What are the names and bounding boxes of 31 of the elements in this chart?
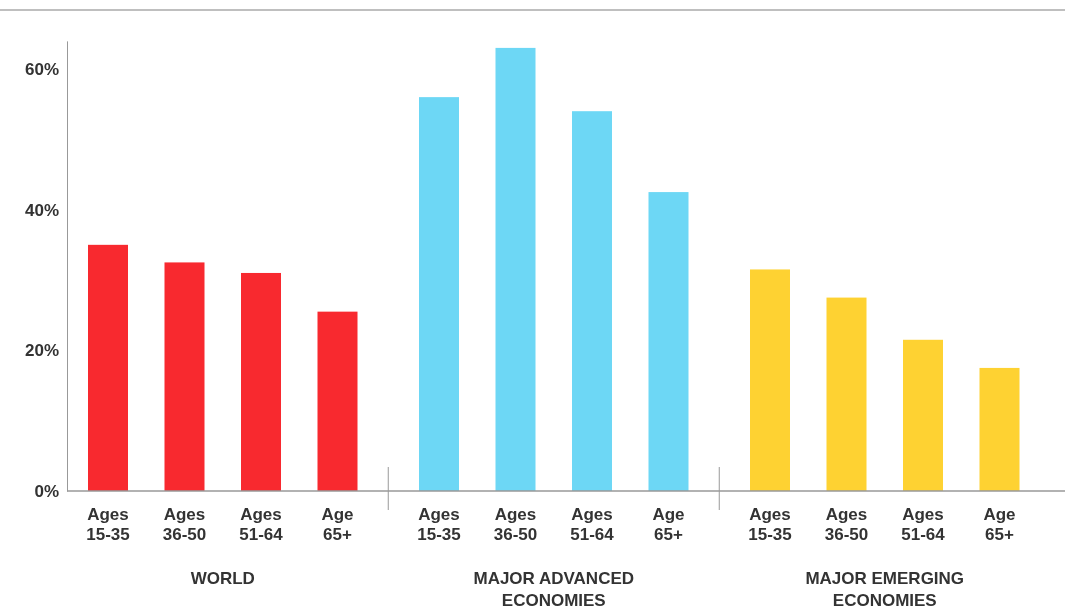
x-tick-label: Ages 51-64	[901, 505, 946, 545]
bar	[648, 192, 689, 491]
text: MAJOR EMERGING ECONOMIES	[805, 569, 965, 611]
x-tick-label: Age 65+	[652, 505, 685, 545]
y-tick-label: 0%	[34, 481, 59, 501]
x-tick-label: Age 65+	[321, 505, 354, 545]
bar	[241, 272, 281, 491]
y-tick-label: 20%	[24, 341, 59, 361]
bar	[826, 297, 867, 491]
bar	[572, 111, 612, 491]
x-tick-label: Ages 36-50	[493, 505, 538, 545]
bar	[88, 244, 128, 491]
bar	[903, 339, 943, 491]
x-tick-label: Ages 51-64	[570, 505, 615, 545]
bar	[495, 47, 536, 491]
bar	[164, 262, 205, 491]
x-tick-label: Ages 36-50	[162, 505, 207, 545]
bar	[750, 269, 790, 491]
x-tick-label: Ages 36-50	[824, 505, 869, 545]
x-tick-label: Ages 15-35	[748, 505, 792, 545]
x-tick-label: Ages 51-64	[239, 505, 284, 545]
text: MAJOR ADVANCED ECONOMIES	[473, 569, 635, 611]
x-tick-label: Ages 15-35	[86, 505, 130, 545]
y-tick-label: 40%	[24, 200, 59, 220]
bar	[419, 97, 459, 491]
bar	[317, 311, 358, 491]
x-tick-label: Age 65+	[983, 505, 1016, 545]
bar	[979, 367, 1020, 491]
x-tick-label: Ages 15-35	[417, 505, 461, 545]
text: WORLD	[190, 569, 255, 588]
y-tick-label: 60%	[24, 59, 59, 79]
